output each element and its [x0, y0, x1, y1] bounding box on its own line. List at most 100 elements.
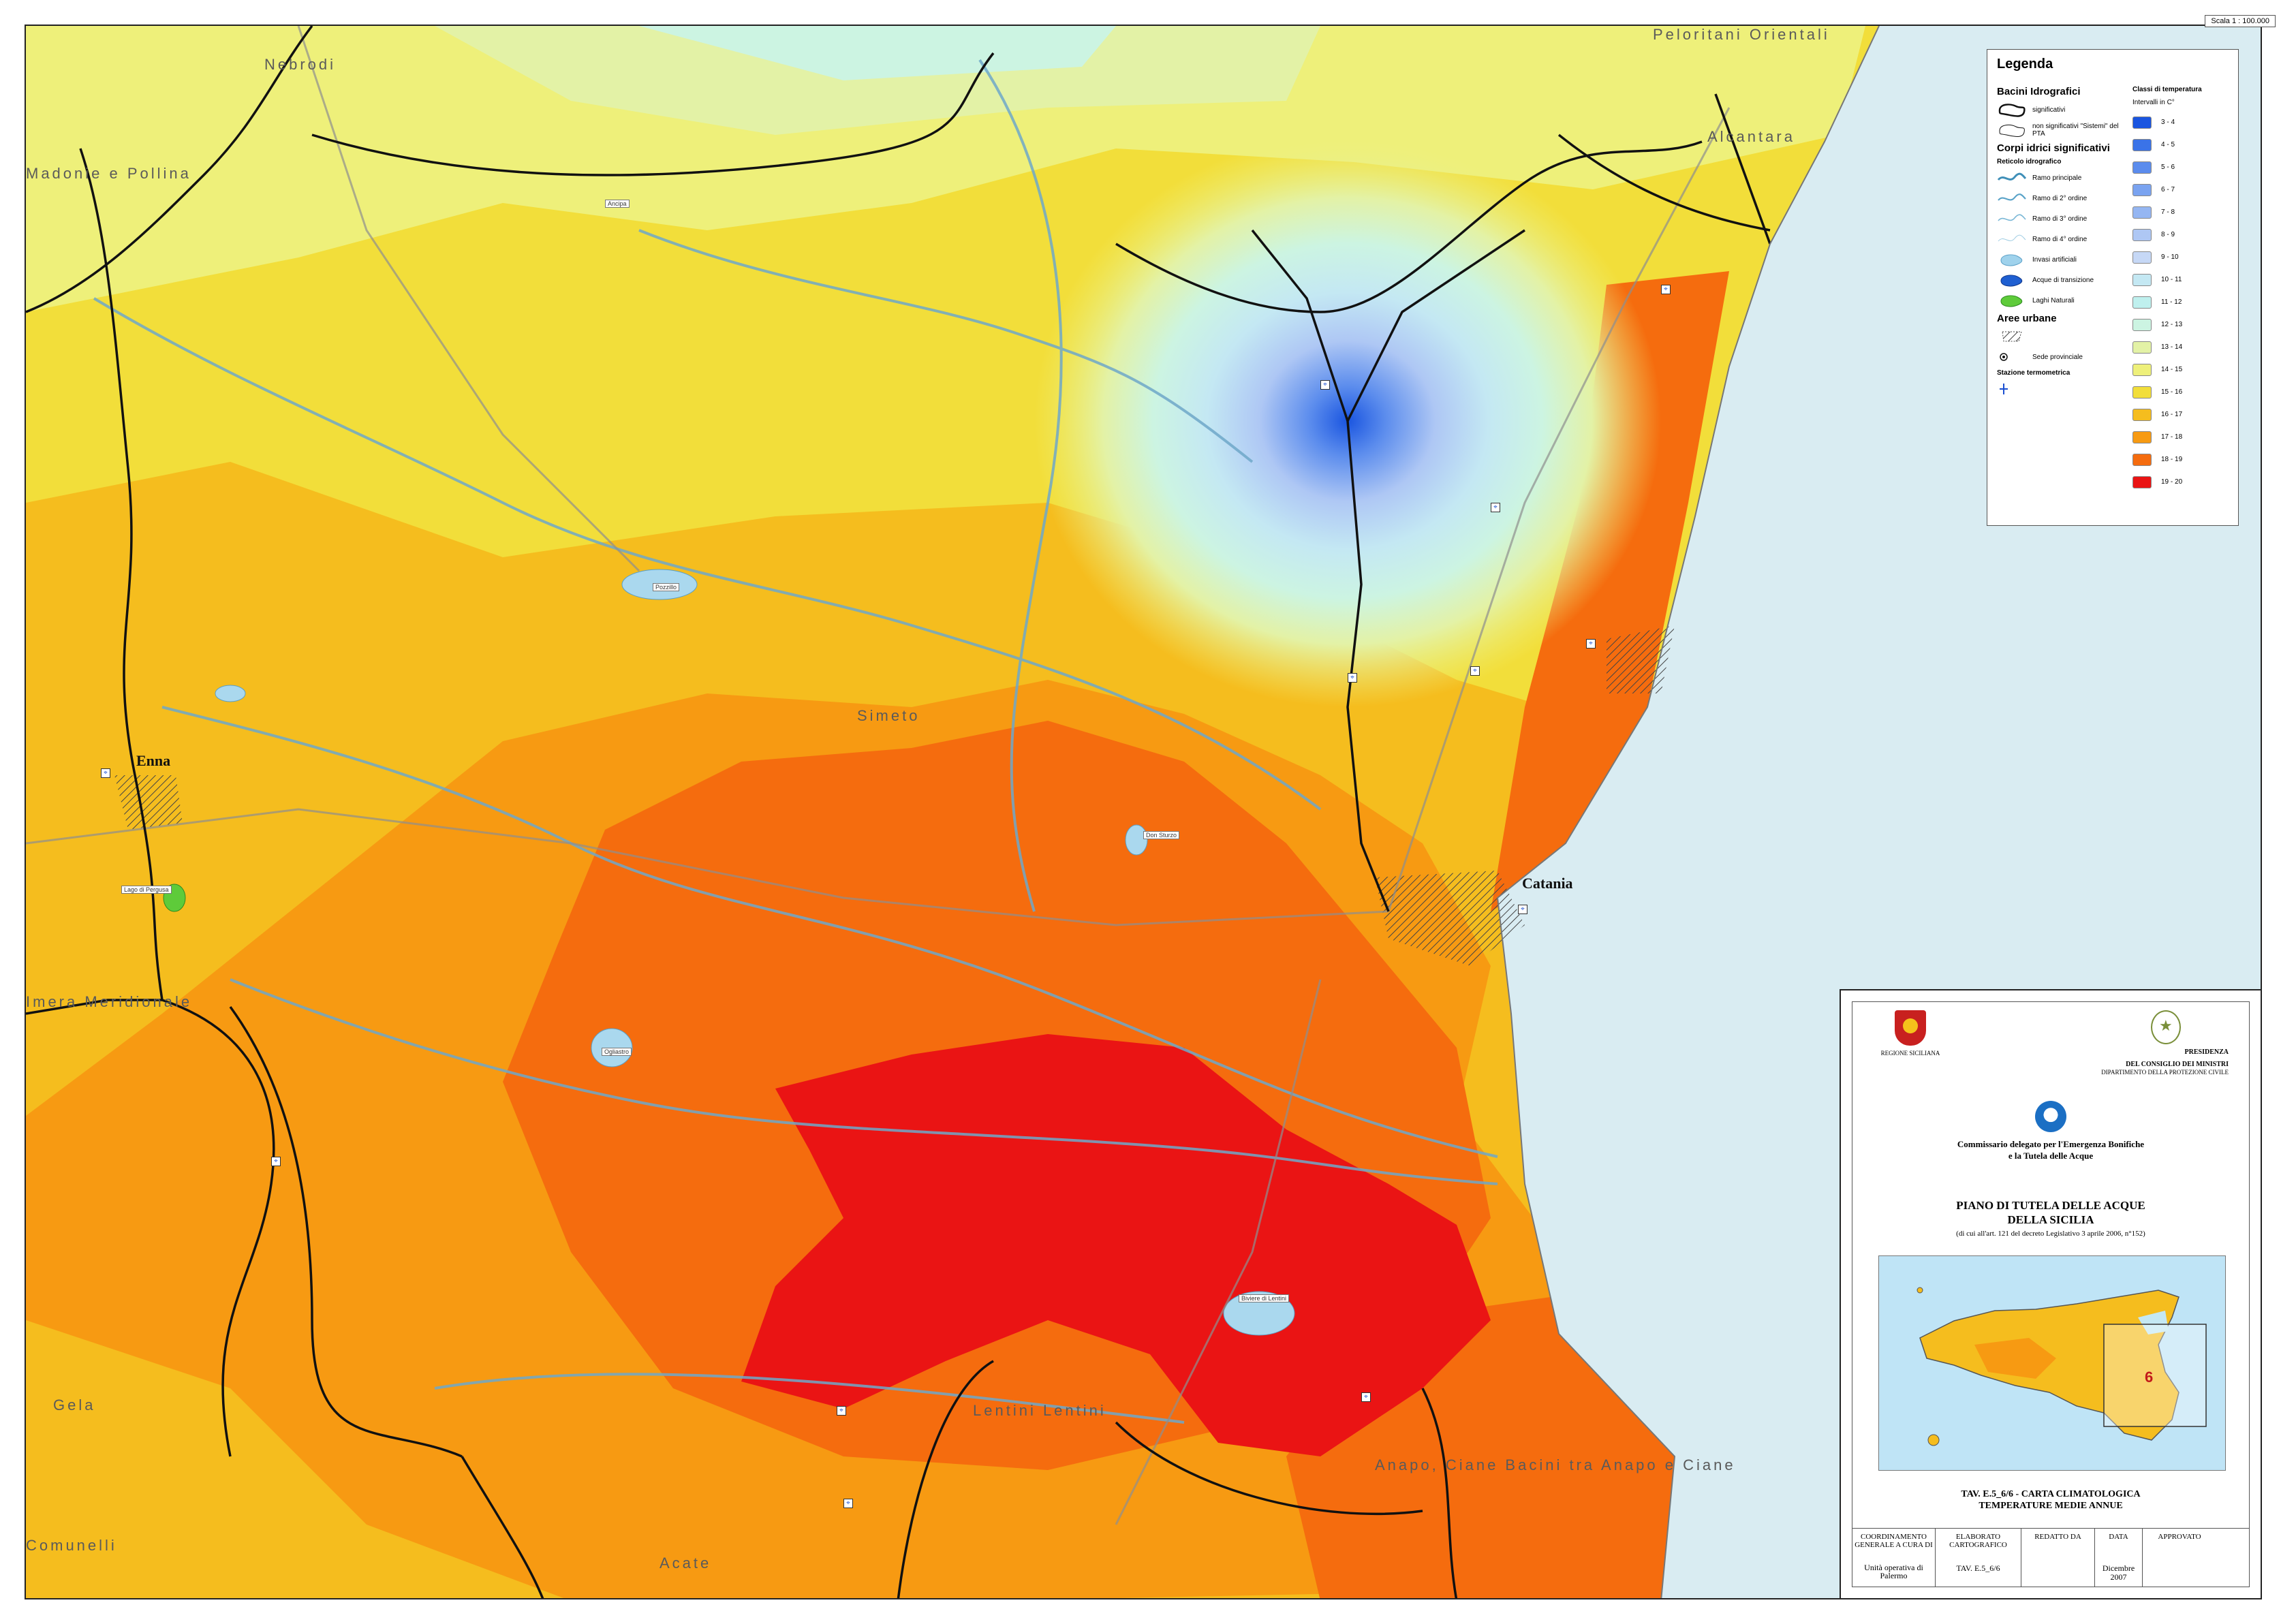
- piano-title: PIANO DI TUTELA DELLE ACQUE DELLA SICILI…: [1852, 1198, 2249, 1227]
- label-simeto: Simeto: [857, 707, 920, 724]
- temp-class-label: 3 - 4: [2161, 119, 2175, 126]
- sicily-inset-map[interactable]: 6: [1878, 1255, 2226, 1471]
- footer-elaborato-cell: ELABORATO CARTOGRAFICO TAV. E.5_6/6: [1936, 1529, 2021, 1587]
- legend-river-main-label: Ramo principale: [2032, 174, 2082, 182]
- temp-class-swatch: [2132, 431, 2152, 443]
- legend-item-natural-lake: Laghi Naturali: [1997, 292, 2123, 309]
- map-frame[interactable]: Peloritani Orientali Nebrodi Alcantara M…: [25, 25, 2262, 1599]
- coastal-warm-strip: [1491, 271, 1729, 911]
- temp-class-label: 11 - 12: [2161, 298, 2182, 306]
- legend-item-basin-non-significant: non significativi "Sistemi" del PTA: [1997, 122, 2123, 138]
- station-marker[interactable]: ⌖: [1361, 1392, 1371, 1402]
- temp-class-swatch: [2132, 363, 2152, 376]
- piano-subtitle: (di cui all'art. 121 del decreto Legisla…: [1956, 1230, 2145, 1238]
- temp-class-label: 4 - 5: [2161, 141, 2175, 149]
- legend-item-provincial-seat: Sede provinciale: [1997, 349, 2123, 365]
- temp-class-label: 16 - 17: [2161, 411, 2183, 418]
- legend-station-title: Stazione termometrica: [1997, 369, 2070, 377]
- transition-water-icon: [2000, 275, 2023, 287]
- footer-data: DATA: [2109, 1533, 2128, 1541]
- station-marker[interactable]: ⌖: [1586, 639, 1596, 649]
- commissario-text: Commissario delegato per l'Emergenza Bon…: [1852, 1138, 2249, 1161]
- legend-transition-water-label: Acque di transizione: [2032, 276, 2094, 284]
- label-lentini: Lentini Lentini: [973, 1402, 1106, 1419]
- lake-label-pozzillo: Pozzillo: [653, 583, 680, 591]
- title-block-inner: REGIONE SICILIANA PRESIDENZA DEL CONSIGL…: [1852, 1001, 2250, 1587]
- temp-class-label: 5 - 6: [2161, 163, 2175, 171]
- station-marker[interactable]: ⌖: [837, 1406, 846, 1416]
- regione-caption: REGIONE SICILIANA: [1880, 1050, 1940, 1057]
- label-peloritani-orientali: Peloritani Orientali: [1653, 26, 1830, 43]
- station-marker[interactable]: ⌖: [271, 1157, 281, 1166]
- river-2nd-order-icon: [1998, 193, 2026, 201]
- ancipa-lake[interactable]: [215, 685, 246, 702]
- temp-class-swatch: [2132, 475, 2152, 488]
- temp-class-swatch: [2132, 251, 2152, 264]
- legend-item-river-2nd: Ramo di 2° ordine: [1997, 190, 2123, 206]
- legend-river-2nd-label: Ramo di 2° ordine: [2032, 194, 2088, 202]
- inset-sheet-frame: [2103, 1324, 2207, 1427]
- temp-class-label: 8 - 9: [2161, 231, 2175, 238]
- italian-republic-emblem-icon: [2151, 1010, 2181, 1044]
- temp-class-row: 12 - 13: [2132, 313, 2228, 336]
- lentini-lake[interactable]: [1223, 1291, 1295, 1336]
- label-madonie-pollina: Madonie e Pollina: [26, 165, 191, 182]
- label-alcantara: Alcantara: [1707, 128, 1795, 145]
- temp-class-swatch: [2132, 273, 2152, 286]
- footer-date-value: Dicembre 2007: [2102, 1563, 2135, 1582]
- station-marker[interactable]: ⌖: [1491, 503, 1500, 512]
- temp-class-label: 17 - 18: [2161, 433, 2183, 441]
- temp-class-label: 14 - 15: [2161, 366, 2183, 373]
- station-marker[interactable]: ⌖: [1518, 905, 1527, 914]
- station-marker[interactable]: ⌖: [843, 1499, 853, 1508]
- temp-class-row: 4 - 5: [2132, 134, 2228, 156]
- temp-class-swatch: [2132, 296, 2152, 309]
- footer-tav-code: TAV. E.5_6/6: [1956, 1563, 2000, 1573]
- river-network: [93, 59, 1498, 1424]
- footer-redatto: REDATTO DA: [2034, 1533, 2081, 1541]
- road-network: [26, 26, 1731, 1525]
- footer-coordinamento-cell: COORDINAMENTO GENERALE A CURA DI Unità o…: [1852, 1529, 1936, 1587]
- sicily-inset-svg[interactable]: 6: [1879, 1256, 2226, 1471]
- legend-river-3rd-label: Ramo di 3° ordine: [2032, 215, 2088, 223]
- basin-non-significant-icon: [1999, 125, 2025, 137]
- commissario-line1: Commissario delegato per l'Emergenza Bon…: [1957, 1139, 2145, 1149]
- temp-class-swatch: [2132, 386, 2152, 399]
- presidenza-line1: PRESIDENZA: [2184, 1048, 2229, 1056]
- station-marker[interactable]: ⌖: [101, 768, 110, 778]
- tav-title: TAV. E.5_6/6 - CARTA CLIMATOLOGICA TEMPE…: [1852, 1488, 2249, 1512]
- temperature-map[interactable]: [26, 26, 2262, 1599]
- legend-reservoir-label: Invasi artificiali: [2032, 255, 2077, 264]
- reservoir-icon: [2000, 254, 2023, 266]
- temp-class-row: 18 - 19: [2132, 448, 2228, 471]
- station-marker[interactable]: ⌖: [1661, 285, 1671, 294]
- city-enna[interactable]: Enna: [136, 752, 171, 769]
- station-marker[interactable]: ⌖: [1320, 380, 1330, 390]
- station-marker[interactable]: ⌖: [1348, 673, 1357, 683]
- nebrodi-cool-zone: [435, 26, 1320, 135]
- regione-sicilia-logo-block: REGIONE SICILIANA: [1880, 1010, 1941, 1057]
- temp-class-label: 12 - 13: [2161, 321, 2183, 328]
- temp-class-label: 7 - 8: [2161, 208, 2175, 216]
- don-sturzo-lake[interactable]: [1125, 824, 1148, 856]
- basin-significant-icon: [1998, 104, 2026, 117]
- lake-label-pergusa: Lago di Pergusa: [121, 886, 172, 894]
- temp-class-row: 3 - 4: [2132, 111, 2228, 134]
- station-marker[interactable]: ⌖: [1470, 666, 1480, 676]
- temp-class-row: 7 - 8: [2132, 201, 2228, 223]
- legend-corpi-title: Corpi idrici significativi: [1997, 142, 2110, 154]
- piano-line2: DELLA SICILIA: [2007, 1213, 2094, 1226]
- footer-unit: Unità operativa di Palermo: [1864, 1563, 1923, 1580]
- legend-panel: Legenda Bacini Idrografici significativi…: [1987, 49, 2239, 526]
- tav-line2: TEMPERATURE MEDIE ANNUE: [1979, 1501, 2123, 1511]
- temp-class-row: 13 - 14: [2132, 336, 2228, 358]
- footer-approvato-cell: APPROVATO: [2143, 1529, 2216, 1587]
- temp-class-row: 15 - 16: [2132, 381, 2228, 403]
- city-catania[interactable]: Catania: [1522, 875, 1573, 892]
- inset-islet: [1927, 1434, 1940, 1446]
- legend-item-station: [1997, 381, 2123, 397]
- legend-river-4th-label: Ramo di 4° ordine: [2032, 235, 2088, 243]
- presidenza-logo-block: PRESIDENZA DEL CONSIGLIO DEI MINISTRI DI…: [2092, 1010, 2229, 1076]
- footer-data-cell: DATA Dicembre 2007: [2095, 1529, 2143, 1587]
